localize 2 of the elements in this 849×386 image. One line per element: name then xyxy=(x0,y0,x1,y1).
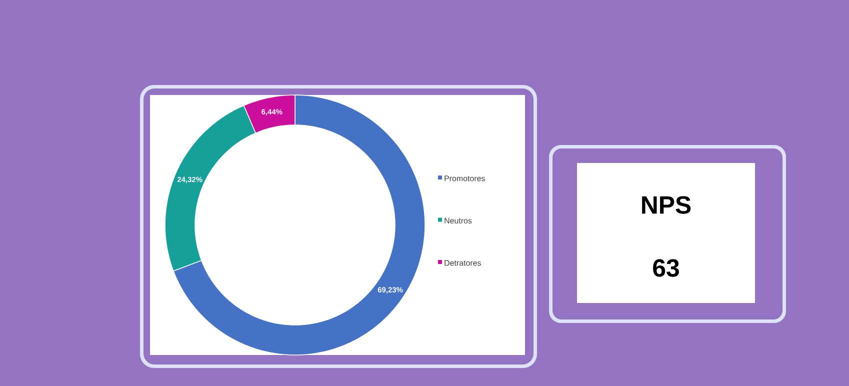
text: 63 xyxy=(653,259,679,277)
text: NPS xyxy=(642,196,691,214)
